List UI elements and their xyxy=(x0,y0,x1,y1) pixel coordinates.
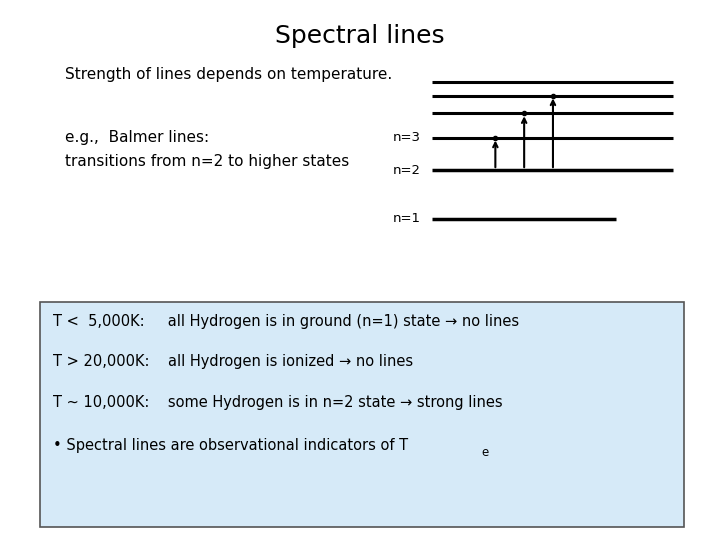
Text: T > 20,000K:    all Hydrogen is ionized → no lines: T > 20,000K: all Hydrogen is ionized → n… xyxy=(53,354,413,369)
FancyBboxPatch shape xyxy=(40,302,684,526)
Text: n=2: n=2 xyxy=(393,164,421,177)
Text: n=3: n=3 xyxy=(393,131,421,144)
Text: e: e xyxy=(481,446,488,459)
Text: T ~ 10,000K:    some Hydrogen is in n=2 state → strong lines: T ~ 10,000K: some Hydrogen is in n=2 sta… xyxy=(53,395,502,410)
Text: transitions from n=2 to higher states: transitions from n=2 to higher states xyxy=(65,154,349,169)
Text: n=1: n=1 xyxy=(393,212,421,225)
Text: T <  5,000K:     all Hydrogen is in ground (n=1) state → no lines: T < 5,000K: all Hydrogen is in ground (n… xyxy=(53,314,518,329)
Text: Spectral lines: Spectral lines xyxy=(275,24,445,48)
Text: e.g.,  Balmer lines:: e.g., Balmer lines: xyxy=(65,130,209,145)
Text: Strength of lines depends on temperature.: Strength of lines depends on temperature… xyxy=(65,68,392,83)
Text: • Spectral lines are observational indicators of T: • Spectral lines are observational indic… xyxy=(53,438,408,453)
